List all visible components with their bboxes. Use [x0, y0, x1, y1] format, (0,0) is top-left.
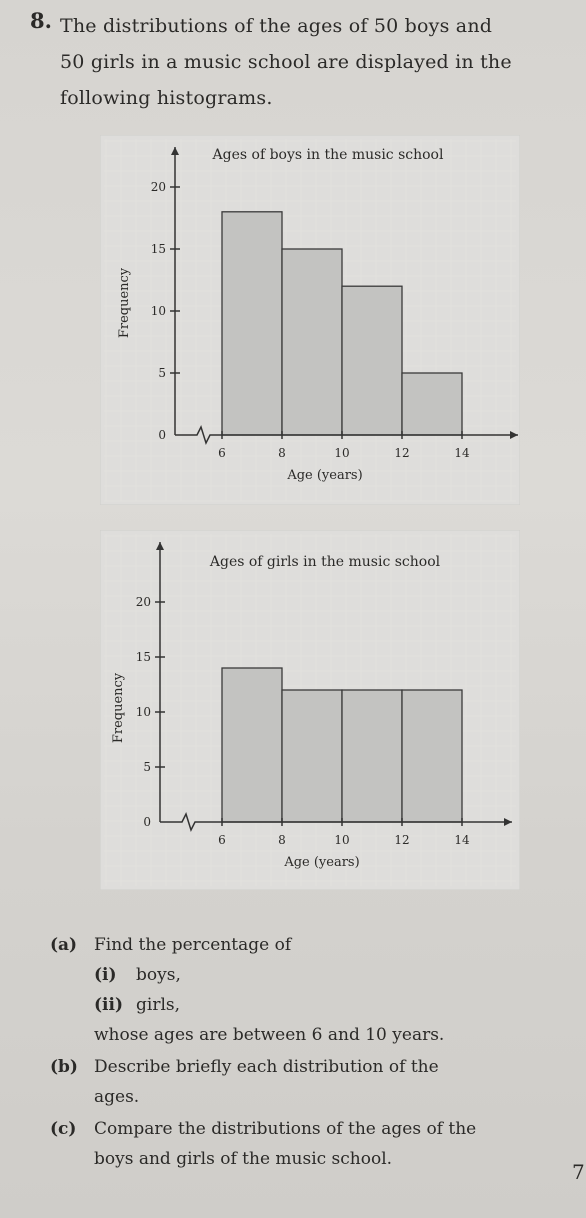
x-axis-label: Age (years) [286, 468, 362, 483]
x-tick-label: 8 [278, 446, 286, 460]
x-tick-label: 10 [334, 833, 349, 847]
part-c-line: Compare the distributions of the ages of… [94, 1119, 477, 1139]
y-tick-label: 10 [136, 705, 151, 719]
chart-title: Ages of boys in the music school [212, 147, 444, 163]
page-mark: 7 [572, 1160, 585, 1184]
x-tick-label: 6 [218, 446, 226, 460]
x-axis-arrow [510, 431, 518, 439]
histogram-bar [281, 689, 343, 823]
histogram-bar [221, 211, 283, 436]
y-axis-label: Frequency [111, 672, 126, 743]
intro-line: The distributions of the ages of 50 boys… [60, 15, 493, 37]
part-b: (b) Describe briefly each distribution of… [50, 1052, 439, 1082]
x-axis-arrow [504, 818, 512, 826]
x-tick-label: 6 [218, 833, 226, 847]
x-tick-label: 14 [454, 833, 470, 847]
x-axis [175, 425, 518, 445]
part-a-tail: whose ages are between 6 and 10 years. [94, 1025, 445, 1045]
part-a-ii-label: (ii) [94, 995, 124, 1015]
part-b-line: ages. [94, 1087, 140, 1107]
histogram-bar [401, 372, 463, 436]
x-tick-label: 12 [394, 446, 409, 460]
y-tick-label: 20 [151, 180, 166, 194]
girls-histogram: 0 5 10 15 20 6 8 10 12 14 Ages of girls in the mus… [100, 530, 520, 890]
part-b-label: (b) [50, 1057, 78, 1077]
y-axis-arrow [171, 147, 179, 155]
question-number: 8. [30, 8, 52, 33]
part-a-ii: (ii) girls, [94, 990, 180, 1020]
part-c-label: (c) [50, 1119, 77, 1139]
part-a-i-label: (i) [94, 965, 117, 985]
boys-histogram-svg: 0 5 10 15 20 6 8 10 12 14 Ages of boys in the musi… [100, 135, 520, 505]
x-axis-label: Age (years) [283, 855, 359, 870]
y-axis-arrow [156, 542, 164, 550]
question-intro: The distributions of the ages of 50 boys… [60, 8, 575, 116]
intro-line: following histograms. [60, 87, 273, 109]
x-axis [160, 812, 512, 832]
part-a-i: (i) boys, [94, 960, 181, 990]
y-axis-label: Frequency [117, 267, 132, 338]
histogram-bar [401, 689, 463, 823]
part-a: (a) Find the percentage of [50, 930, 291, 960]
x-tick-label: 14 [454, 446, 470, 460]
girls-histogram-svg: 0 5 10 15 20 6 8 10 12 14 Ages of girls in the mus… [100, 530, 520, 890]
part-b-line: Describe briefly each distribution of th… [94, 1057, 439, 1077]
x-tick-label: 8 [278, 833, 286, 847]
part-c-line: boys and girls of the music school. [94, 1149, 393, 1169]
histogram-bar [221, 667, 283, 823]
y-tick-label: 20 [136, 595, 151, 609]
chart-title: Ages of girls in the music school [209, 554, 441, 570]
y-tick-label: 15 [151, 242, 166, 256]
part-a-text: Find the percentage of [94, 935, 292, 955]
boys-histogram: 0 5 10 15 20 6 8 10 12 14 Ages of boys in the musi… [100, 135, 520, 505]
y-tick-label: 0 [143, 815, 151, 829]
histogram-bar [341, 285, 403, 436]
y-tick-label: 5 [143, 760, 151, 774]
histogram-bar [341, 689, 403, 823]
y-tick-label: 0 [158, 428, 166, 442]
part-a-ii-text: girls, [136, 995, 181, 1015]
part-c: (c) Compare the distributions of the ages… [50, 1114, 476, 1144]
intro-line: 50 girls in a music school are displayed… [60, 51, 512, 73]
x-tick-label: 12 [394, 833, 409, 847]
x-tick-label: 10 [334, 446, 349, 460]
y-tick-label: 10 [151, 304, 166, 318]
part-a-i-text: boys, [136, 965, 181, 985]
y-tick-label: 5 [158, 366, 166, 380]
y-tick-label: 15 [136, 650, 151, 664]
histogram-bar [281, 248, 343, 436]
part-a-label: (a) [50, 935, 78, 955]
